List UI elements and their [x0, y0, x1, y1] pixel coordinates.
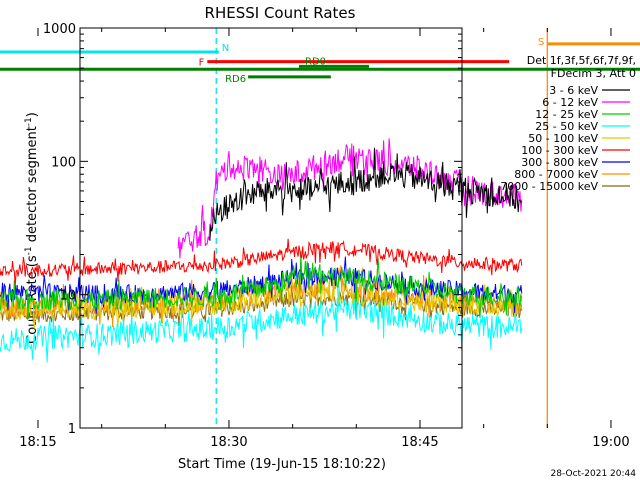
- legend-label-7: 800 - 7000 keV: [514, 168, 598, 181]
- series-line-2-seg1: [0, 251, 523, 320]
- flag-label-2: S: [538, 37, 544, 48]
- x-axis-label: Start Time (19-Jun-15 18:10:22): [178, 457, 386, 472]
- plot-area: N F S RD0 RD6 1 10 100 1000 18:15 18:30 18:45 19:00 1…: [0, 22, 640, 450]
- legend-label-4: 50 - 100 keV: [528, 132, 598, 145]
- flag-label-0: N: [222, 43, 229, 54]
- flag-label-4: RD0: [305, 56, 326, 67]
- y-tick-label-2: 100: [51, 155, 76, 170]
- footer-date: 28-Oct-2021 20:44: [551, 469, 637, 479]
- y-tick-label-0: 1: [68, 422, 76, 437]
- legend-label-5: 100 - 300 keV: [521, 144, 598, 157]
- legend-header-0: Det 1f,3f,5f,6f,7f,9f,: [527, 54, 636, 67]
- legend-label-1: 6 - 12 keV: [542, 96, 598, 109]
- legend-header-1: FDecim 3, Att 0: [551, 67, 636, 80]
- chart-title: RHESSI Count Rates: [205, 4, 356, 22]
- flag-label-5: RD6: [225, 74, 246, 85]
- x-tick-label-0: 18:15: [19, 435, 56, 450]
- x-tick-label-2: 18:45: [401, 435, 438, 450]
- series-line-5-seg1: [0, 238, 523, 286]
- series-line-4-seg1: [0, 276, 523, 329]
- legend-label-2: 12 - 25 keV: [535, 108, 598, 121]
- legend: Det 1f,3f,5f,6f,7f,9f,FDecim 3, Att 0 3 -…: [500, 54, 636, 193]
- series-line-6-seg1: [0, 256, 523, 314]
- x-tick-label-3: 19:00: [592, 435, 629, 450]
- series-line-3-seg1: [0, 286, 523, 363]
- legend-label-8: 7000 - 15000 keV: [500, 180, 598, 193]
- series-line-0-seg1: [209, 148, 523, 241]
- series-line-1-seg1: [177, 138, 523, 259]
- plot-frame: [79, 27, 463, 429]
- legend-label-6: 300 - 800 keV: [521, 156, 598, 169]
- legend-label-3: 25 - 50 keV: [535, 120, 598, 133]
- y-tick-label-3: 1000: [43, 22, 76, 37]
- flag-label-1: F: [199, 58, 205, 69]
- legend-label-0: 3 - 6 keV: [549, 84, 598, 97]
- y-tick-label-1: 10: [59, 289, 76, 304]
- x-tick-label-1: 18:30: [210, 435, 247, 450]
